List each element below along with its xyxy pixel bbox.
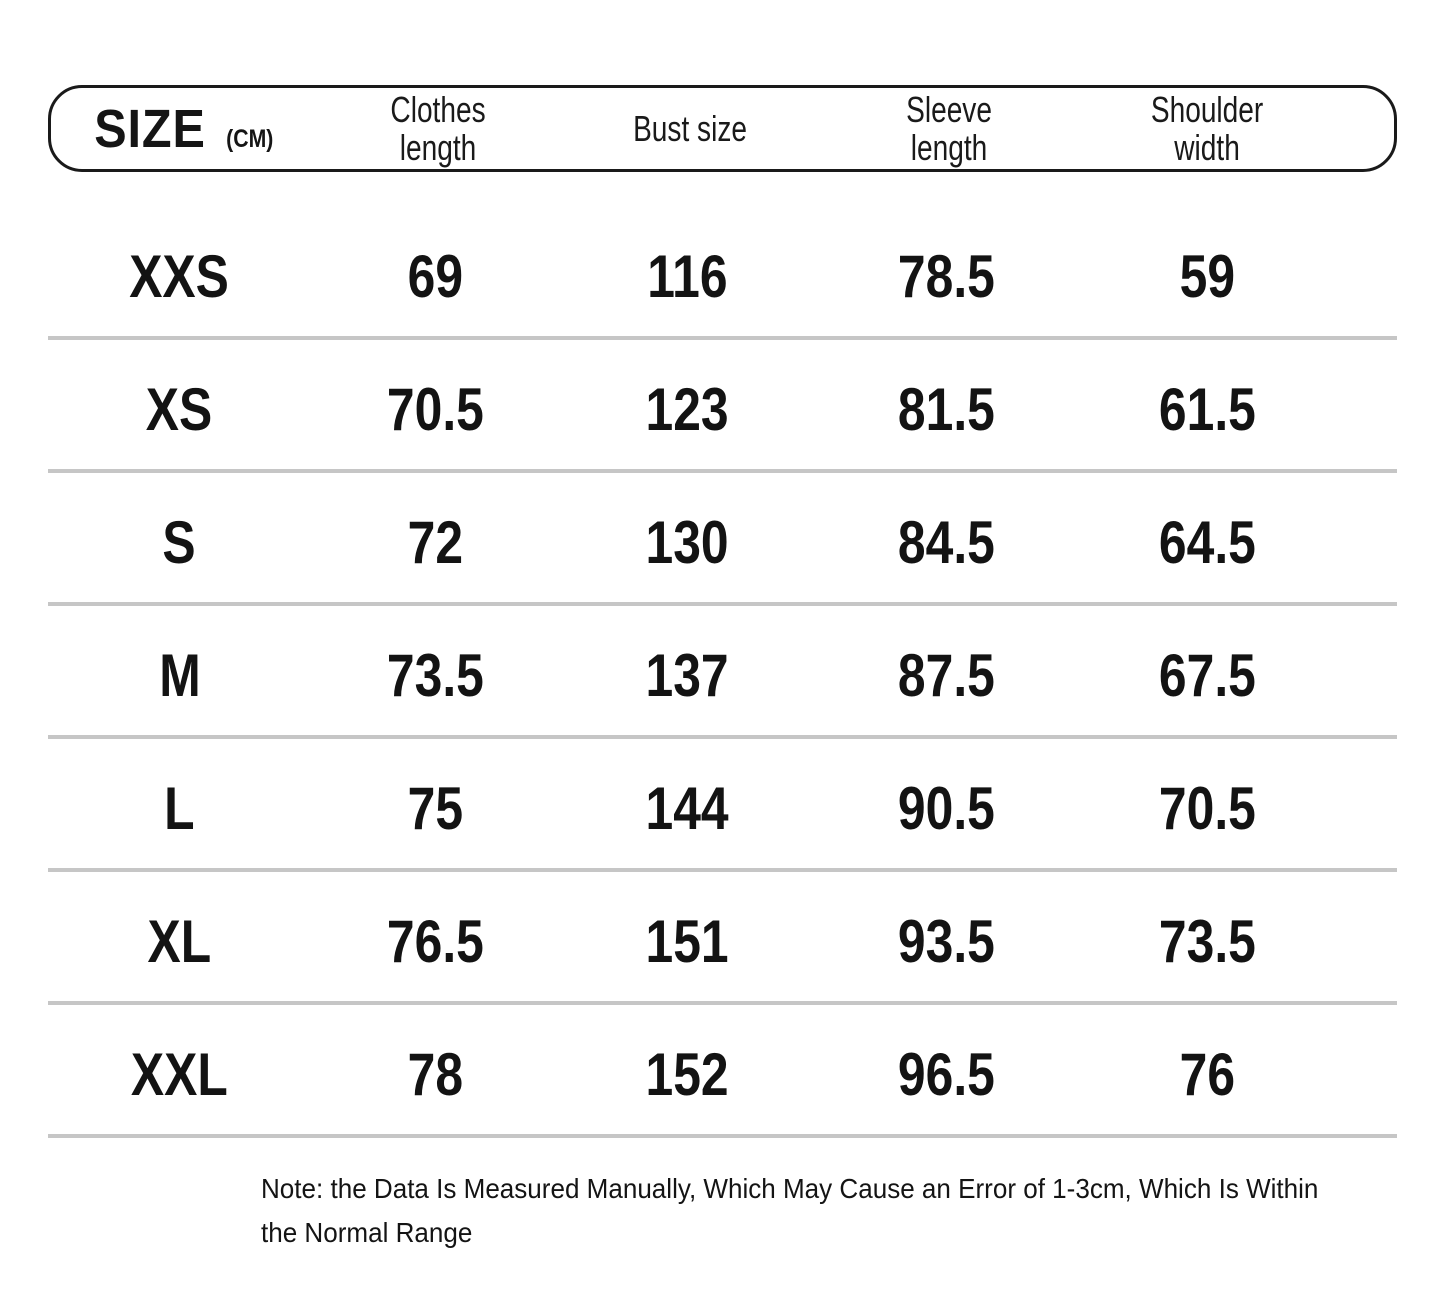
size-cell: M xyxy=(158,642,201,709)
clothes-length-cell: 76.5 xyxy=(387,908,484,975)
shoulder-width-cell: 61.5 xyxy=(1159,376,1256,443)
size-cell: S xyxy=(162,509,197,576)
bust-size-cell: 152 xyxy=(645,1041,729,1108)
sleeve-length-cell: 93.5 xyxy=(897,908,995,975)
size-cell: L xyxy=(164,775,195,842)
size-unit-label: (CM) xyxy=(225,124,274,153)
shoulder-width-cell: 73.5 xyxy=(1159,908,1256,975)
column-header-clothes-length: Clothes length xyxy=(390,88,487,168)
sleeve-length-cell: 96.5 xyxy=(897,1041,995,1108)
clothes-length-cell: 73.5 xyxy=(387,642,484,709)
column-header-sleeve-length: Sleeve length xyxy=(906,88,992,168)
size-row-xs: XS 70.5 123 81.5 61.5 xyxy=(48,340,1397,473)
measurement-note: Note: the Data Is Measured Manually, Whi… xyxy=(261,1167,1398,1255)
column-header-shoulder-width: Shoulder width xyxy=(1151,88,1264,168)
clothes-length-cell: 70.5 xyxy=(387,376,484,443)
size-row-xxs: XXS 69 116 78.5 59 xyxy=(48,207,1397,340)
bust-size-cell: 151 xyxy=(645,908,729,975)
size-cell: XS xyxy=(146,376,213,443)
size-row-l: L 75 144 90.5 70.5 xyxy=(48,739,1397,872)
size-title-cell: SIZE (CM) xyxy=(51,98,314,160)
bust-size-cell: 130 xyxy=(645,509,729,576)
size-table-body: XXS 69 116 78.5 59 XS 70.5 123 81.5 61.5… xyxy=(48,207,1397,1138)
size-title: SIZE xyxy=(93,98,206,159)
sleeve-length-cell: 81.5 xyxy=(897,376,995,443)
shoulder-width-cell: 64.5 xyxy=(1159,509,1256,576)
clothes-length-cell: 75 xyxy=(407,775,464,842)
clothes-length-cell: 72 xyxy=(407,509,464,576)
clothes-length-cell: 69 xyxy=(407,243,464,310)
size-row-m: M 73.5 137 87.5 67.5 xyxy=(48,606,1397,739)
size-row-xl: XL 76.5 151 93.5 73.5 xyxy=(48,872,1397,1005)
shoulder-width-cell: 59 xyxy=(1179,243,1236,310)
column-header-bust-size: Bust size xyxy=(633,107,747,149)
sleeve-length-cell: 84.5 xyxy=(897,509,995,576)
shoulder-width-cell: 70.5 xyxy=(1159,775,1256,842)
sleeve-length-cell: 78.5 xyxy=(897,243,995,310)
size-cell: XXS xyxy=(129,243,230,310)
bust-size-cell: 137 xyxy=(645,642,729,709)
shoulder-width-cell: 76 xyxy=(1179,1041,1236,1108)
sleeve-length-cell: 90.5 xyxy=(897,775,995,842)
shoulder-width-cell: 67.5 xyxy=(1159,642,1256,709)
size-row-xxl: XXL 78 152 96.5 76 xyxy=(48,1005,1397,1138)
size-cell: XL xyxy=(147,908,212,975)
size-row-s: S 72 130 84.5 64.5 xyxy=(48,473,1397,606)
size-cell: XXL xyxy=(131,1041,228,1108)
bust-size-cell: 123 xyxy=(645,376,729,443)
clothes-length-cell: 78 xyxy=(407,1041,464,1108)
bust-size-cell: 144 xyxy=(645,775,729,842)
note-text: Note: the Data Is Measured Manually, Whi… xyxy=(261,1173,1319,1248)
sleeve-length-cell: 87.5 xyxy=(897,642,995,709)
size-chart-header: SIZE (CM) Clothes length Bust size Sleev… xyxy=(48,85,1397,172)
bust-size-cell: 116 xyxy=(646,243,728,310)
